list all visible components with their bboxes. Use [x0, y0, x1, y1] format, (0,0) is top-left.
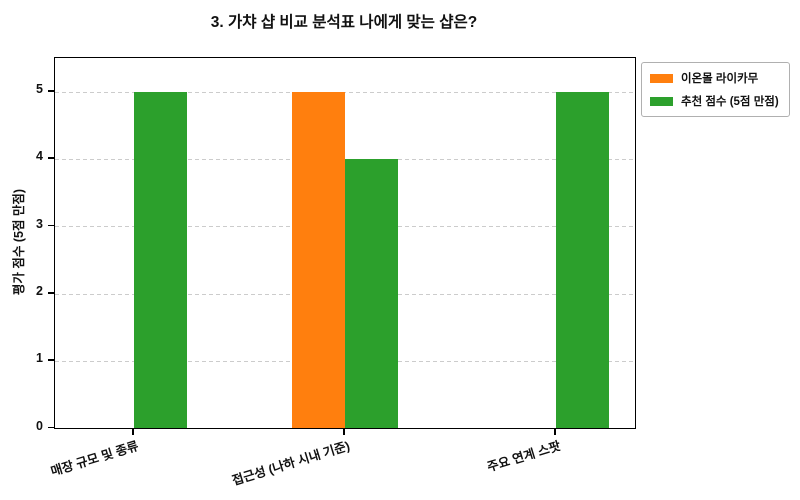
gridline-y5: [55, 91, 635, 93]
legend-swatch-icon: [650, 96, 673, 106]
y-tick-label-0: 0: [36, 418, 43, 433]
bar-series2-cat2: [345, 158, 398, 428]
x-tick-mark-2: [343, 428, 345, 435]
legend-item-2: 추천 점수 (5점 만점): [650, 93, 779, 109]
bar-series2-cat1: [134, 91, 187, 428]
chart-title: 3. 가챠 샵 비교 분석표 나에게 맞는 샵은?: [210, 14, 478, 31]
y-tick-label-1: 1: [36, 351, 43, 366]
y-tick-mark-5: [48, 90, 54, 92]
bar-series2-cat3: [555, 91, 609, 428]
y-tick-mark-0: [48, 426, 54, 428]
y-tick-label-5: 5: [36, 82, 43, 97]
y-tick-mark-1: [48, 359, 54, 361]
y-axis-label: 평가 점수 (5점 만점): [12, 188, 26, 296]
legend-label-1: 이온몰 라이카무: [681, 73, 759, 85]
x-tick-label-1: 매장 규모 및 종류: [49, 438, 141, 479]
y-tick-label-4: 4: [36, 149, 43, 164]
y-tick-label-2: 2: [36, 284, 43, 298]
legend-swatch-icon: [650, 73, 673, 83]
bar-series1-cat2: [292, 91, 345, 428]
x-tick-mark-3: [554, 428, 556, 435]
y-tick-mark-4: [48, 157, 54, 159]
y-tick-mark-2: [48, 292, 54, 294]
plot-area: [54, 57, 636, 429]
x-tick-mark-1: [132, 428, 134, 435]
x-tick-label-3: 주요 연계 스팟: [485, 438, 563, 475]
legend-item-1: 이온몰 라이카무: [650, 70, 779, 86]
y-tick-mark-3: [48, 224, 54, 227]
x-tick-label-2: 접근성 (나하 시내 기준): [230, 438, 352, 488]
legend-label-2: 추천 점수 (5점 만점): [681, 96, 779, 108]
y-tick-label-3: 3: [36, 216, 43, 231]
